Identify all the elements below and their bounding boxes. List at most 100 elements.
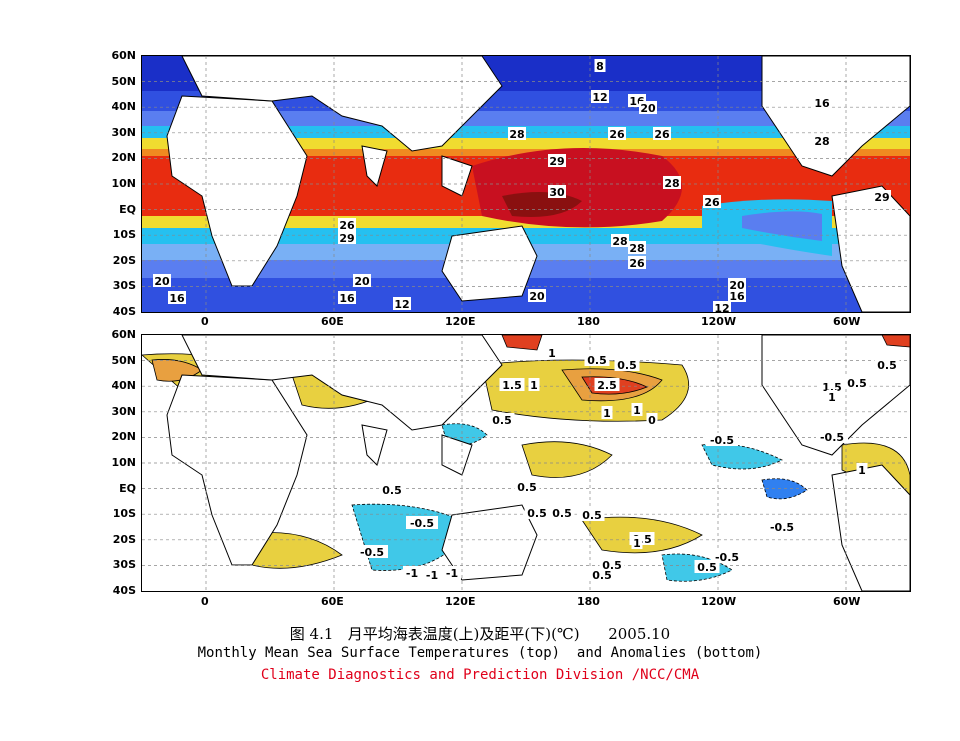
contour-label: 0.5 bbox=[844, 376, 870, 390]
latitude-tick-label: 10N bbox=[111, 456, 136, 469]
svg-text:29: 29 bbox=[874, 191, 889, 204]
contour-label: 1 bbox=[528, 378, 540, 392]
contour-label: 26 bbox=[338, 218, 356, 232]
latitude-tick-label: 60N bbox=[111, 49, 136, 62]
longitude-tick-label: 60E bbox=[321, 315, 344, 328]
contour-label: 1 bbox=[546, 346, 558, 360]
svg-text:28: 28 bbox=[509, 128, 524, 141]
contour-label: 0.5 bbox=[874, 358, 900, 372]
contour-label: 1 bbox=[601, 406, 613, 420]
contour-label: 0.5 bbox=[579, 508, 605, 522]
svg-text:1.5: 1.5 bbox=[502, 379, 522, 392]
svg-text:16: 16 bbox=[169, 292, 185, 305]
contour-label: 28 bbox=[628, 241, 646, 255]
contour-label: 20 bbox=[528, 289, 546, 303]
latitude-tick-label: 40N bbox=[111, 100, 136, 114]
svg-text:1: 1 bbox=[530, 379, 538, 392]
latitude-tick-label: 20S bbox=[112, 532, 136, 546]
contour-label: -0.5 bbox=[356, 545, 388, 559]
contour-label: 0.5 bbox=[514, 480, 540, 494]
latitude-tick-label: 50N bbox=[111, 74, 136, 88]
svg-text:0.5: 0.5 bbox=[697, 561, 717, 574]
contour-label: 16 bbox=[168, 291, 186, 305]
svg-text:20: 20 bbox=[354, 275, 370, 288]
svg-text:26: 26 bbox=[704, 196, 720, 209]
svg-text:20: 20 bbox=[529, 290, 545, 303]
svg-text:0.5: 0.5 bbox=[382, 484, 402, 497]
latitude-tick-label: 20N bbox=[111, 430, 136, 444]
contour-label: 12 bbox=[713, 301, 731, 312]
svg-text:29: 29 bbox=[549, 155, 564, 168]
sst-anomaly-map-panel: 1 0.5 0.5 2.5 1.5 1 0.5 1 1 0 -0.5 -0.5 1.5 1 0.5 1 0.5 0… bbox=[141, 334, 911, 592]
latitude-tick-label: 50N bbox=[111, 353, 136, 367]
svg-text:0.5: 0.5 bbox=[847, 377, 867, 390]
longitude-tick-label: 60W bbox=[833, 315, 861, 328]
longitude-tick-label: 180 bbox=[577, 595, 600, 608]
svg-text:0.5: 0.5 bbox=[617, 359, 637, 372]
contour-label: 1 bbox=[856, 463, 868, 477]
contour-label: 28 bbox=[813, 134, 831, 148]
contour-label: 1.5 bbox=[499, 378, 525, 392]
contour-label: -0.5 bbox=[766, 520, 798, 534]
svg-text:0.5: 0.5 bbox=[582, 509, 602, 522]
longitude-tick-label: 120W bbox=[701, 595, 737, 608]
svg-text:2.5: 2.5 bbox=[597, 379, 617, 392]
contour-label: 2.5 bbox=[594, 378, 620, 392]
svg-text:1: 1 bbox=[603, 407, 611, 420]
contour-label: 1 bbox=[631, 536, 643, 550]
contour-label: 28 bbox=[508, 127, 526, 141]
latitude-tick-label: 30S bbox=[112, 558, 136, 572]
svg-text:-1: -1 bbox=[406, 567, 418, 580]
svg-text:16: 16 bbox=[339, 292, 355, 305]
latitude-tick-label: 30N bbox=[111, 404, 136, 418]
longitude-tick-label: 60E bbox=[321, 595, 344, 608]
svg-text:28: 28 bbox=[814, 135, 829, 148]
contour-label: 20 bbox=[153, 274, 171, 288]
svg-text:0.5: 0.5 bbox=[592, 569, 612, 582]
latitude-tick-label: 30S bbox=[112, 279, 136, 293]
latitude-tick-label: 40S bbox=[112, 305, 136, 318]
figure-caption-chinese: 图 4.1 月平均海表温度(上)及距平(下)(℃) 2005.10 bbox=[289, 625, 671, 643]
latitude-tick-label: 10S bbox=[112, 228, 136, 242]
contour-label: 29 bbox=[338, 231, 356, 245]
svg-text:0.5: 0.5 bbox=[602, 559, 622, 572]
contour-label: 28 bbox=[611, 234, 629, 248]
svg-text:-0.5: -0.5 bbox=[410, 517, 434, 530]
svg-text:1: 1 bbox=[858, 464, 866, 477]
contour-label: -1 bbox=[423, 568, 441, 582]
contour-label: -0.5 bbox=[706, 433, 738, 447]
contour-label: 26 bbox=[703, 195, 721, 209]
contour-label: 20 bbox=[353, 274, 371, 288]
svg-text:0.5: 0.5 bbox=[527, 507, 547, 520]
contour-label: 0.5 bbox=[549, 506, 575, 520]
contour-label: 29 bbox=[873, 190, 891, 204]
contour-label: 16 bbox=[338, 291, 356, 305]
svg-text:28: 28 bbox=[664, 177, 679, 190]
svg-text:-1: -1 bbox=[446, 567, 458, 580]
latitude-tick-label: 60N bbox=[111, 328, 136, 341]
latitude-tick-label: 10S bbox=[112, 507, 136, 521]
svg-text:-0.5: -0.5 bbox=[710, 434, 734, 447]
svg-text:1: 1 bbox=[633, 537, 641, 550]
contour-label: 0 bbox=[646, 413, 658, 427]
latitude-tick-label: 20S bbox=[112, 253, 136, 267]
contour-label: 28 bbox=[663, 176, 681, 190]
contour-label: 20 bbox=[639, 101, 657, 115]
sst-map-panel: 8 12 16 20 16 26 28 26 28 29 28 30 26 29 28 26 29 28 26 20 2… bbox=[141, 55, 911, 313]
longitude-tick-label: 120E bbox=[445, 315, 476, 328]
svg-text:26: 26 bbox=[654, 128, 670, 141]
svg-text:30: 30 bbox=[549, 186, 565, 199]
latitude-tick-label: 20N bbox=[111, 151, 136, 165]
contour-label: 1 bbox=[826, 390, 838, 404]
longitude-tick-label: 0 bbox=[201, 315, 209, 328]
svg-text:-0.5: -0.5 bbox=[770, 521, 794, 534]
contour-label: 16 bbox=[813, 96, 831, 110]
svg-text:0.5: 0.5 bbox=[877, 359, 897, 372]
contour-label: 0.5 bbox=[584, 353, 610, 367]
contour-label: 0.5 bbox=[489, 413, 515, 427]
svg-text:26: 26 bbox=[339, 219, 355, 232]
svg-text:16: 16 bbox=[814, 97, 830, 110]
contour-label: 0.5 bbox=[599, 558, 625, 572]
